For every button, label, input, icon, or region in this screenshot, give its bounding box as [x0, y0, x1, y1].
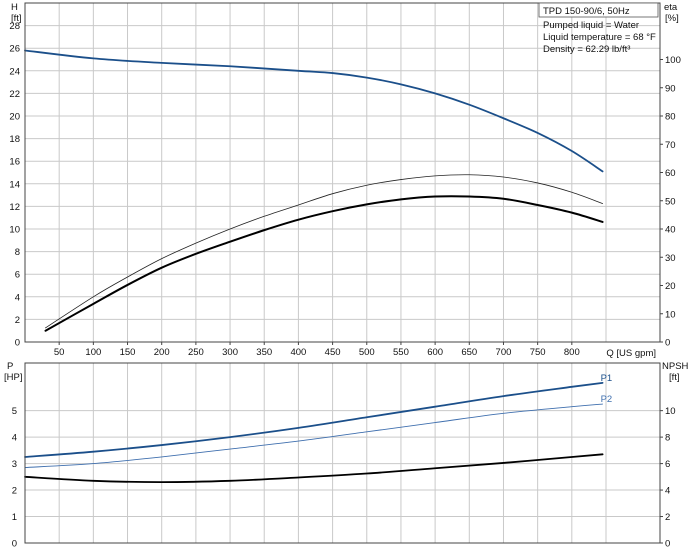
y-left-tick-label: 0: [15, 338, 20, 349]
x-tick-label: 250: [188, 347, 204, 358]
curve-eta_bold: [44, 195, 604, 332]
bottom-right-axis-label: NPSH: [662, 361, 689, 372]
y-right-tick-label: 10: [665, 309, 676, 320]
x-tick-label: 50: [54, 347, 65, 358]
y-left-tick-label: 24: [9, 66, 20, 77]
y-right-tick-label: 2: [665, 512, 670, 523]
y-left-tick-label: 2: [12, 486, 17, 497]
x-tick-label: 600: [427, 347, 443, 358]
y-right-tick-label: 50: [665, 196, 676, 207]
curve-head: [24, 49, 604, 173]
y-right-tick-label: 4: [665, 486, 670, 497]
y-left-tick-label: 12: [9, 202, 20, 213]
y-right-tick-label: 40: [665, 225, 676, 236]
x-tick-label: 800: [564, 347, 580, 358]
y-right-tick-label: 90: [665, 83, 676, 94]
y-left-tick-label: 4: [15, 292, 20, 303]
x-tick-label: 200: [154, 347, 170, 358]
x-tick-label: 150: [120, 347, 136, 358]
y-right-tick-label: 20: [665, 281, 676, 292]
legend-box: TPD 150-90/6, 50Hz Pumped liquid = Water…: [538, 2, 659, 55]
curve-label-p1: P1: [601, 373, 613, 384]
curve-p1: [24, 381, 604, 458]
y-left-tick-label: 4: [12, 433, 17, 444]
x-tick-label: 350: [256, 347, 272, 358]
y-left-tick-label: 28: [9, 21, 20, 32]
x-axis-label: Q [US gpm]: [606, 348, 656, 359]
y-right-tick-label: 100: [665, 55, 681, 66]
y-left-tick-label: 20: [9, 112, 20, 123]
y-right-tick-label: 80: [665, 112, 676, 123]
bottom-left-axis-label: P: [7, 361, 13, 372]
legend-temperature: Liquid temperature = 68 °F: [543, 32, 656, 43]
y-right-tick-label: 30: [665, 253, 676, 264]
y-left-tick-label: 2: [15, 315, 20, 326]
top-right-axis-unit: [%]: [665, 13, 679, 24]
y-left-tick-label: 8: [15, 247, 20, 258]
legend-liquid: Pumped liquid = Water: [543, 20, 639, 31]
x-tick-label: 700: [496, 347, 512, 358]
y-right-tick-label: 0: [665, 539, 670, 547]
y-right-tick-label: 60: [665, 168, 676, 179]
y-right-tick-label: 6: [665, 459, 670, 470]
x-tick-label: 750: [530, 347, 546, 358]
curve-label-p2: P2: [601, 394, 613, 405]
y-left-tick-label: 14: [9, 179, 20, 190]
y-left-tick-label: 1: [12, 512, 17, 523]
curve-eta_thin: [45, 174, 603, 329]
x-tick-label: 400: [290, 347, 306, 358]
y-left-tick-label: 16: [9, 157, 20, 168]
y-left-tick-label: 0: [12, 539, 17, 547]
y-left-tick-label: 26: [9, 44, 20, 55]
legend-density: Density = 62.29 lb/ft³: [543, 44, 630, 55]
y-right-tick-label: 8: [665, 433, 670, 444]
x-tick-label: 300: [222, 347, 238, 358]
x-tick-label: 550: [393, 347, 409, 358]
y-left-tick-label: 5: [12, 406, 17, 417]
y-left-tick-label: 10: [9, 225, 20, 236]
x-tick-label: 100: [85, 347, 101, 358]
top-left-axis-unit: [ft]: [11, 13, 22, 24]
bottom-panel-frame: [24, 362, 661, 544]
curve-p2: [24, 403, 604, 469]
y-right-tick-label: 0: [665, 338, 670, 349]
y-left-tick-label: 22: [9, 89, 20, 100]
bottom-right-axis-unit: [ft]: [669, 372, 680, 383]
x-tick-label: 650: [461, 347, 477, 358]
legend-title-frame: [538, 2, 659, 18]
curve-npsh: [24, 453, 604, 484]
y-right-tick-label: 10: [665, 406, 676, 417]
x-tick-label: 450: [325, 347, 341, 358]
legend-title: TPD 150-90/6, 50Hz: [543, 6, 630, 17]
top-left-axis-label: H: [11, 2, 18, 13]
bottom-left-axis-unit: [HP]: [4, 372, 22, 383]
top-right-axis-label: eta: [664, 2, 678, 13]
y-left-tick-label: 6: [15, 270, 20, 281]
y-right-tick-label: 70: [665, 140, 676, 151]
y-left-tick-label: 18: [9, 134, 20, 145]
y-left-tick-label: 3: [12, 459, 17, 470]
x-tick-label: 500: [359, 347, 375, 358]
